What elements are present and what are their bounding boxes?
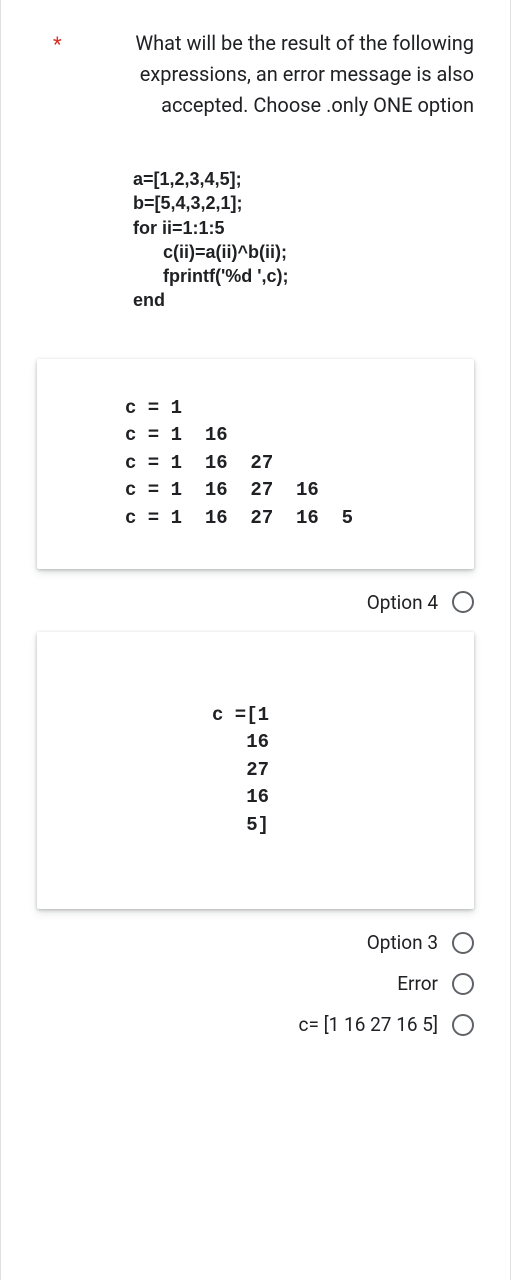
option-error-label: Error — [397, 972, 438, 995]
option3-card: c =[1 16 27 16 5] — [37, 632, 474, 910]
option4-card: c = 1 c = 1 16 c = 1 16 27 c = 1 16 27 1… — [37, 359, 474, 569]
radio-icon[interactable] — [452, 932, 474, 954]
option4-label: Option 4 — [367, 591, 438, 614]
radio-icon[interactable] — [452, 1014, 474, 1036]
question-text: What will be the result of the following… — [71, 28, 474, 121]
option3-label: Option 3 — [367, 931, 438, 954]
radio-icon[interactable] — [452, 591, 474, 613]
radio-icon[interactable] — [452, 973, 474, 995]
option-inline-label: c= [1 16 27 16 5] — [299, 1013, 438, 1036]
option4-content: c = 1 c = 1 16 c = 1 16 27 c = 1 16 27 1… — [125, 395, 454, 533]
option3-content: c =[1 16 27 16 5] — [27, 702, 454, 840]
code-snippet: a=[1,2,3,4,5]; b=[5,4,3,2,1]; for ii=1:1… — [133, 167, 474, 313]
option-error-row[interactable]: Error — [37, 972, 474, 995]
required-marker: * — [53, 32, 62, 56]
option4-row[interactable]: Option 4 — [37, 591, 474, 614]
option-inline-row[interactable]: c= [1 16 27 16 5] — [37, 1013, 474, 1036]
question-page: * What will be the result of the followi… — [0, 0, 511, 1280]
option3-row[interactable]: Option 3 — [37, 931, 474, 954]
